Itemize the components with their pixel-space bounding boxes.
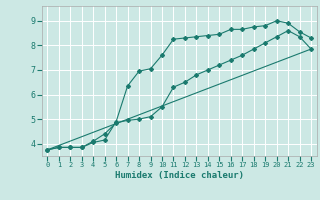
X-axis label: Humidex (Indice chaleur): Humidex (Indice chaleur) [115,171,244,180]
